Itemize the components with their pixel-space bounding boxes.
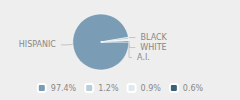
- svg-text:WHITE: WHITE: [140, 43, 166, 52]
- svg-text:BLACK: BLACK: [141, 33, 168, 42]
- svg-text:1.2%: 1.2%: [98, 84, 119, 93]
- svg-text:HISPANIC: HISPANIC: [19, 40, 57, 49]
- svg-text:0.6%: 0.6%: [183, 84, 204, 93]
- svg-text:0.9%: 0.9%: [141, 84, 162, 93]
- svg-text:A.I.: A.I.: [137, 53, 150, 62]
- svg-text:97.4%: 97.4%: [51, 84, 77, 93]
